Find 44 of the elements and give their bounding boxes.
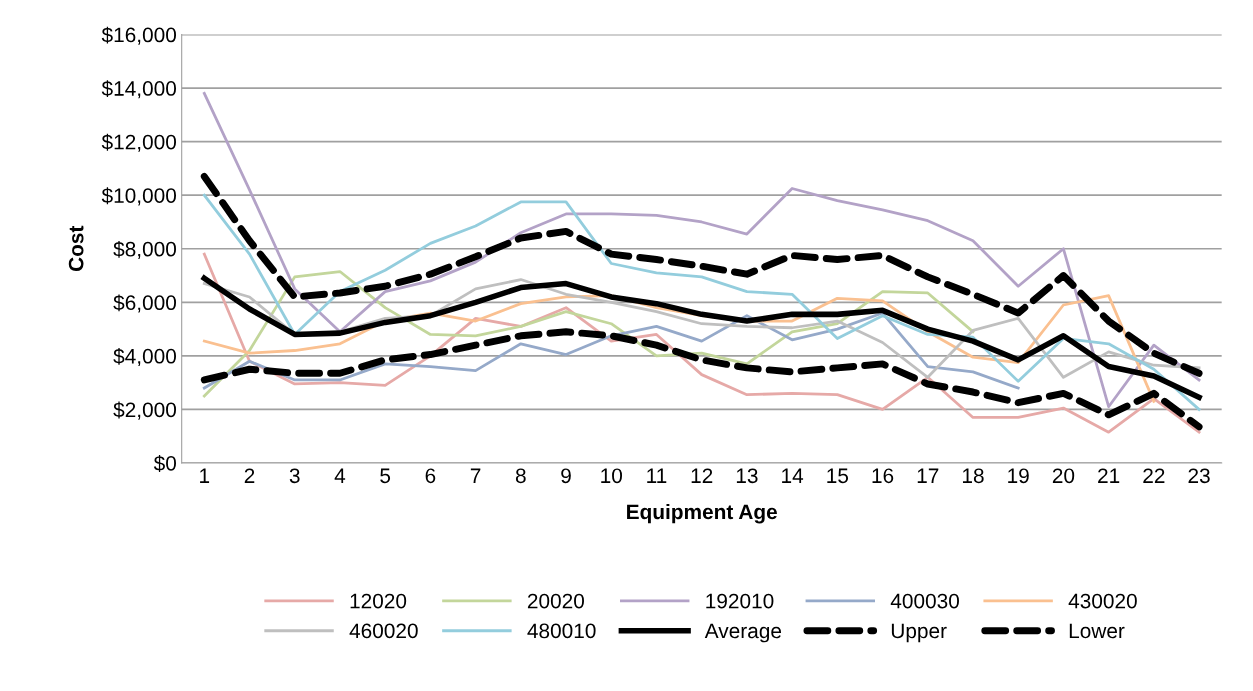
x-tick-label: 7 <box>470 468 481 483</box>
y-tick-label: $0 <box>153 455 177 472</box>
y-axis-title: Cost <box>68 225 84 272</box>
legend-label: 20020 <box>527 593 585 609</box>
legend-label: 12020 <box>350 593 407 609</box>
x-axis-title: Equipment Age <box>627 503 777 524</box>
legend-label: 192010 <box>706 593 774 609</box>
x-tick-label: 23 <box>1188 468 1210 484</box>
legend-label: 460020 <box>349 623 418 639</box>
x-tick-label: 21 <box>1098 468 1120 483</box>
legend-label: 480010 <box>527 623 596 639</box>
y-tick-label: $10,000 <box>101 187 177 206</box>
y-tick-label: $4,000 <box>113 347 177 367</box>
legend-label: Upper <box>891 623 947 643</box>
y-tick-label: $6,000 <box>113 294 177 313</box>
legend-label: 400030 <box>890 593 959 609</box>
x-tick-label: 14 <box>782 468 804 483</box>
legend-label: 430020 <box>1068 593 1137 609</box>
x-tick-label: 13 <box>736 468 758 484</box>
x-tick-label: 19 <box>1008 468 1029 484</box>
legend-label: Average <box>704 623 782 643</box>
x-tick-label: 4 <box>334 468 346 483</box>
x-tick-label: 8 <box>515 468 526 484</box>
legend-label: Lower <box>1069 623 1125 639</box>
x-tick-label: 1 <box>200 468 210 483</box>
x-tick-label: 5 <box>380 468 391 484</box>
y-tick-label: $2,000 <box>113 401 177 420</box>
y-tick-label: $14,000 <box>101 80 177 99</box>
x-tick-label: 9 <box>561 468 571 484</box>
y-tick-label: $12,000 <box>101 133 177 152</box>
x-tick-label: 15 <box>827 468 849 484</box>
x-tick-label: 12 <box>691 468 713 483</box>
x-tick-label: 16 <box>872 468 894 484</box>
x-tick-label: 17 <box>917 468 939 483</box>
y-tick-label: $8,000 <box>113 240 177 259</box>
x-tick-label: 3 <box>289 468 300 484</box>
x-tick-label: 2 <box>244 468 255 483</box>
x-tick-label: 18 <box>962 468 984 484</box>
x-tick-label: 22 <box>1143 468 1165 483</box>
y-tick-label: $16,000 <box>101 26 177 45</box>
x-tick-label: 20 <box>1052 468 1075 484</box>
x-tick-label: 6 <box>425 468 436 484</box>
x-tick-label: 10 <box>601 468 623 484</box>
x-tick-label: 11 <box>647 468 667 483</box>
